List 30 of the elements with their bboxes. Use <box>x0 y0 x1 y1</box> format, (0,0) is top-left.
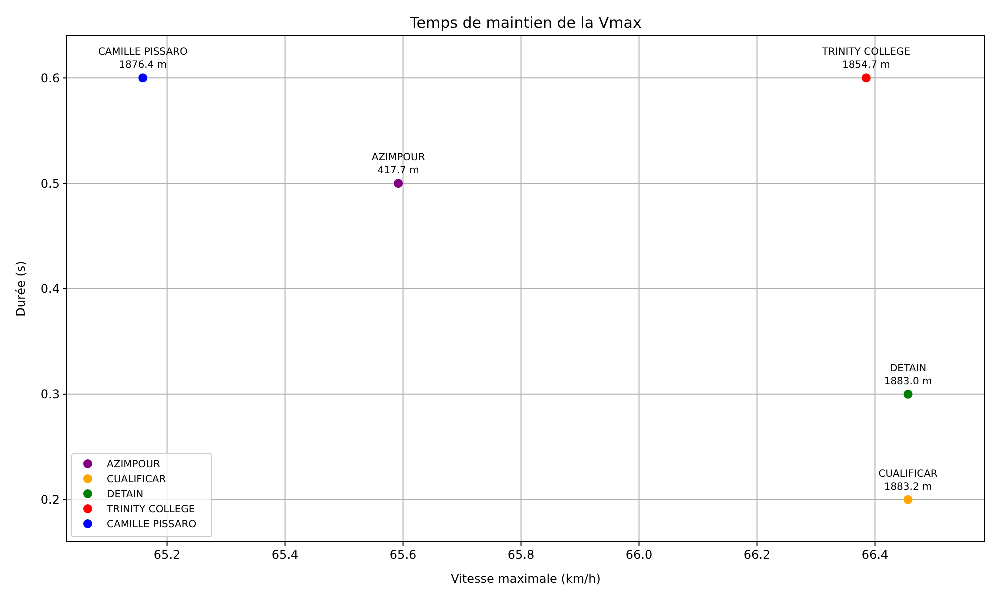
y-tick-label: 0.3 <box>40 388 60 402</box>
x-tick-label: 65.2 <box>154 548 181 562</box>
x-tick-label: 65.8 <box>508 548 535 562</box>
x-tick-label: 65.4 <box>272 548 299 562</box>
x-tick-label: 66.0 <box>626 548 653 562</box>
legend-label: AZIMPOUR <box>107 460 160 470</box>
y-tick-label: 0.5 <box>40 176 60 191</box>
chart-title: Temps de maintien de la Vmax <box>409 14 642 32</box>
legend-label: TRINITY COLLEGE <box>106 504 196 516</box>
x-tick-label: 65.6 <box>390 548 417 562</box>
x-tick-label: 66.2 <box>744 548 771 562</box>
annotation: AZIMPOUR 417.7 m <box>372 152 426 177</box>
point <box>138 74 148 83</box>
y-axis-title: Durée (s) <box>14 261 28 317</box>
y-tick-label: 0.4 <box>40 282 60 296</box>
legend-label: DETAIN <box>107 490 144 500</box>
point <box>904 495 913 504</box>
y-tick-label: 0.2 <box>40 493 60 508</box>
point <box>904 390 913 399</box>
point <box>862 74 871 83</box>
point <box>394 179 404 188</box>
x-axis-title: Vitesse maximale (km/h) <box>451 572 601 586</box>
y-tick-label: 0.6 <box>40 71 60 86</box>
annotation: TRINITY COLLEGE 1854.7 m <box>821 47 911 72</box>
annotation: CUALIFICAR 1883.2 m <box>878 468 938 493</box>
legend-label: CAMILLE PISSARO <box>107 520 197 530</box>
x-tick-label: 66.4 <box>862 548 889 562</box>
annotation: DETAIN 1883.0 m <box>884 363 932 388</box>
annotation: CAMILLE PISSARO 1876.4 m <box>98 47 188 72</box>
legend-label: CUALIFICAR <box>107 474 166 486</box>
